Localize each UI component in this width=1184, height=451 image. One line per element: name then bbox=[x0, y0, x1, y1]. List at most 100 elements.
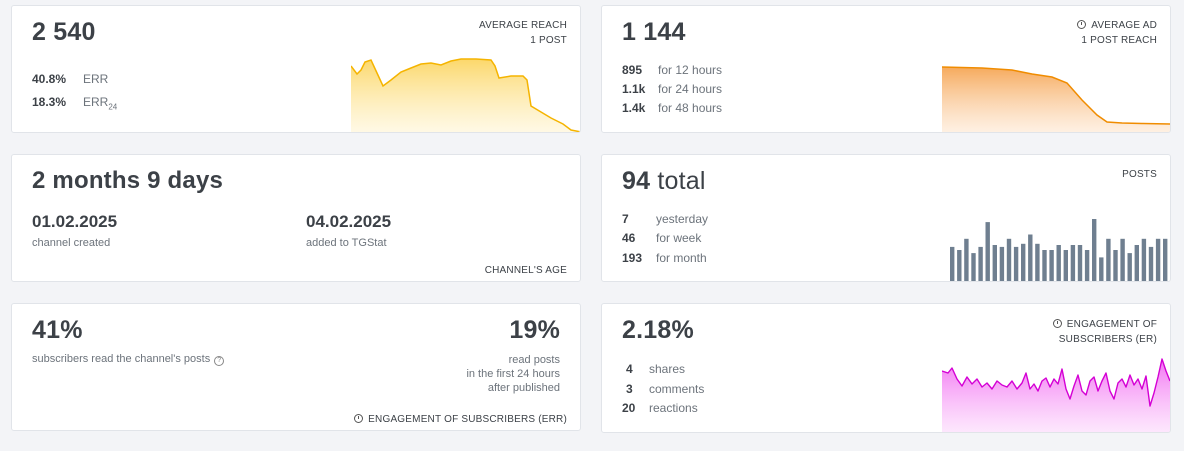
posts-bar bbox=[1049, 250, 1054, 281]
average-ad-reach-card[interactable]: 1 144 AVERAGE AD 1 POST REACH 895 for 12 … bbox=[601, 5, 1171, 133]
channel-age-card[interactable]: 2 months 9 days 01.02.2025 channel creat… bbox=[11, 154, 581, 282]
posts-bar bbox=[1021, 243, 1026, 281]
average-ad-reach-label: AVERAGE AD 1 POST REACH bbox=[1077, 18, 1157, 48]
read-24h-label-line2: in the first 24 hours bbox=[466, 368, 560, 380]
engagement-row-value: 3 bbox=[626, 382, 633, 396]
average-reach-label: AVERAGE REACH 1 POST bbox=[479, 18, 567, 48]
ad-reach-row: 1.4k for 48 hours bbox=[622, 101, 722, 115]
posts-bar bbox=[1106, 238, 1111, 281]
clock-icon bbox=[354, 414, 364, 423]
ad-reach-row-value: 1.1k bbox=[622, 82, 646, 96]
err-row: 40.8% ERR bbox=[32, 72, 108, 86]
posts-bar bbox=[964, 238, 969, 281]
engagement-card[interactable]: 2.18% ENGAGEMENT OF SUBSCRIBERS (ER) 4 sh… bbox=[601, 303, 1171, 433]
posts-row: 193 for month bbox=[622, 251, 707, 265]
posts-row-value: 7 bbox=[622, 212, 629, 226]
ad-reach-row-value: 1.4k bbox=[622, 101, 646, 115]
average-reach-card[interactable]: 2 540 AVERAGE REACH 1 POST 40.8% ERR 18.3… bbox=[11, 5, 581, 133]
posts-total: 94 total bbox=[622, 167, 706, 196]
engagement-row-value: 4 bbox=[626, 362, 633, 376]
posts-bar bbox=[1006, 238, 1012, 281]
posts-bar bbox=[957, 250, 962, 281]
read-percentage-label-text: subscribers read the channel's posts bbox=[32, 353, 211, 365]
average-ad-reach-label-line1: AVERAGE AD bbox=[1091, 20, 1157, 31]
read-footer-text: ENGAGEMENT OF SUBSCRIBERS (ERR) bbox=[368, 414, 567, 425]
ad-reach-row: 1.1k for 24 hours bbox=[622, 82, 722, 96]
clock-icon bbox=[1052, 319, 1062, 328]
posts-bar-chart bbox=[950, 219, 1168, 281]
posts-bar bbox=[1163, 238, 1168, 281]
posts-bar bbox=[1084, 250, 1090, 281]
posts-label: POSTS bbox=[1122, 169, 1157, 180]
posts-bar bbox=[971, 253, 976, 281]
posts-bar bbox=[1077, 245, 1083, 281]
read-percentage-card[interactable]: 41% subscribers read the channel's posts… bbox=[11, 303, 581, 431]
posts-bar bbox=[1148, 246, 1154, 281]
posts-bar bbox=[978, 246, 983, 281]
added-to-tgstat-label: added to TGStat bbox=[306, 237, 387, 249]
engagement-value: 2.18% bbox=[622, 316, 694, 344]
posts-bar bbox=[1056, 245, 1061, 281]
read-24h-label-line1: read posts bbox=[508, 354, 560, 366]
ad-reach-row-label: for 12 hours bbox=[658, 63, 723, 77]
err24-value: 18.3% bbox=[32, 95, 67, 109]
engagement-sparkline bbox=[942, 358, 1170, 432]
average-reach-sparkline bbox=[351, 58, 580, 132]
err24-subscript: 24 bbox=[108, 102, 118, 112]
posts-bar bbox=[992, 245, 997, 281]
channel-created-label: channel created bbox=[32, 237, 111, 249]
posts-bar bbox=[1134, 245, 1139, 281]
ad-reach-row: 895 for 12 hours bbox=[622, 63, 722, 77]
average-ad-reach-value: 1 144 bbox=[622, 18, 686, 46]
posts-row-label: for week bbox=[656, 231, 702, 245]
engagement-row-value: 20 bbox=[622, 401, 636, 415]
err-label: ERR bbox=[83, 72, 109, 86]
engagement-label-line1: ENGAGEMENT OF bbox=[1066, 319, 1157, 330]
posts-bar bbox=[1155, 238, 1161, 281]
channel-created-date: 01.02.2025 bbox=[32, 212, 118, 231]
added-to-tgstat-date: 04.02.2025 bbox=[306, 212, 392, 231]
posts-row-value: 46 bbox=[622, 231, 636, 245]
err24-label: ERR bbox=[83, 95, 109, 109]
channel-age-value: 2 months 9 days bbox=[32, 167, 224, 194]
posts-bar bbox=[1141, 238, 1147, 281]
posts-bar bbox=[1028, 234, 1033, 281]
channel-age-footer: CHANNEL'S AGE bbox=[484, 265, 567, 276]
engagement-label-line2: SUBSCRIBERS (ER) bbox=[1058, 334, 1157, 345]
posts-total-number: 94 bbox=[622, 167, 651, 195]
ad-reach-row-label: for 24 hours bbox=[658, 82, 723, 96]
posts-row-value: 193 bbox=[622, 251, 643, 265]
posts-card[interactable]: 94 total POSTS 7 yesterday 46 for week 193… bbox=[601, 154, 1171, 282]
read-percentage-label: subscribers read the channel's posts? bbox=[32, 353, 225, 366]
question-circle-icon[interactable]: ? bbox=[214, 356, 225, 366]
read-footer: ENGAGEMENT OF SUBSCRIBERS (ERR) bbox=[354, 412, 567, 427]
ad-reach-row-label: for 48 hours bbox=[658, 101, 723, 115]
posts-row: 46 for week bbox=[622, 231, 701, 245]
posts-bar bbox=[1099, 257, 1104, 281]
ad-reach-row-value: 895 bbox=[622, 63, 643, 77]
engagement-row: 4 shares bbox=[626, 362, 685, 376]
posts-bar bbox=[1013, 246, 1019, 281]
posts-bar bbox=[1042, 250, 1047, 281]
engagement-row: 3 comments bbox=[626, 382, 704, 396]
err-value: 40.8% bbox=[32, 72, 67, 86]
posts-bar bbox=[999, 246, 1005, 281]
engagement-row-label: comments bbox=[649, 382, 705, 396]
posts-bar bbox=[1120, 238, 1125, 281]
posts-bar bbox=[1070, 245, 1076, 281]
posts-row-label: yesterday bbox=[656, 212, 709, 226]
posts-bar bbox=[1035, 243, 1040, 281]
read-24h-percentage-value: 19% bbox=[509, 316, 560, 344]
posts-bar bbox=[1092, 219, 1097, 281]
read-24h-label-line3: after published bbox=[487, 382, 560, 394]
posts-bar bbox=[1063, 250, 1068, 281]
engagement-row-label: reactions bbox=[649, 401, 698, 415]
average-reach-label-line2: 1 POST bbox=[530, 35, 567, 46]
read-24h-percentage-label: read posts in the first 24 hours after p… bbox=[466, 353, 560, 395]
engagement-row: 20 reactions bbox=[622, 401, 698, 415]
err24-row: 18.3% ERR24 bbox=[32, 95, 117, 114]
posts-row: 7 yesterday bbox=[622, 212, 708, 226]
engagement-row-label: shares bbox=[649, 362, 686, 376]
posts-bar bbox=[1127, 253, 1132, 281]
average-ad-reach-label-line2: 1 POST REACH bbox=[1081, 35, 1157, 46]
